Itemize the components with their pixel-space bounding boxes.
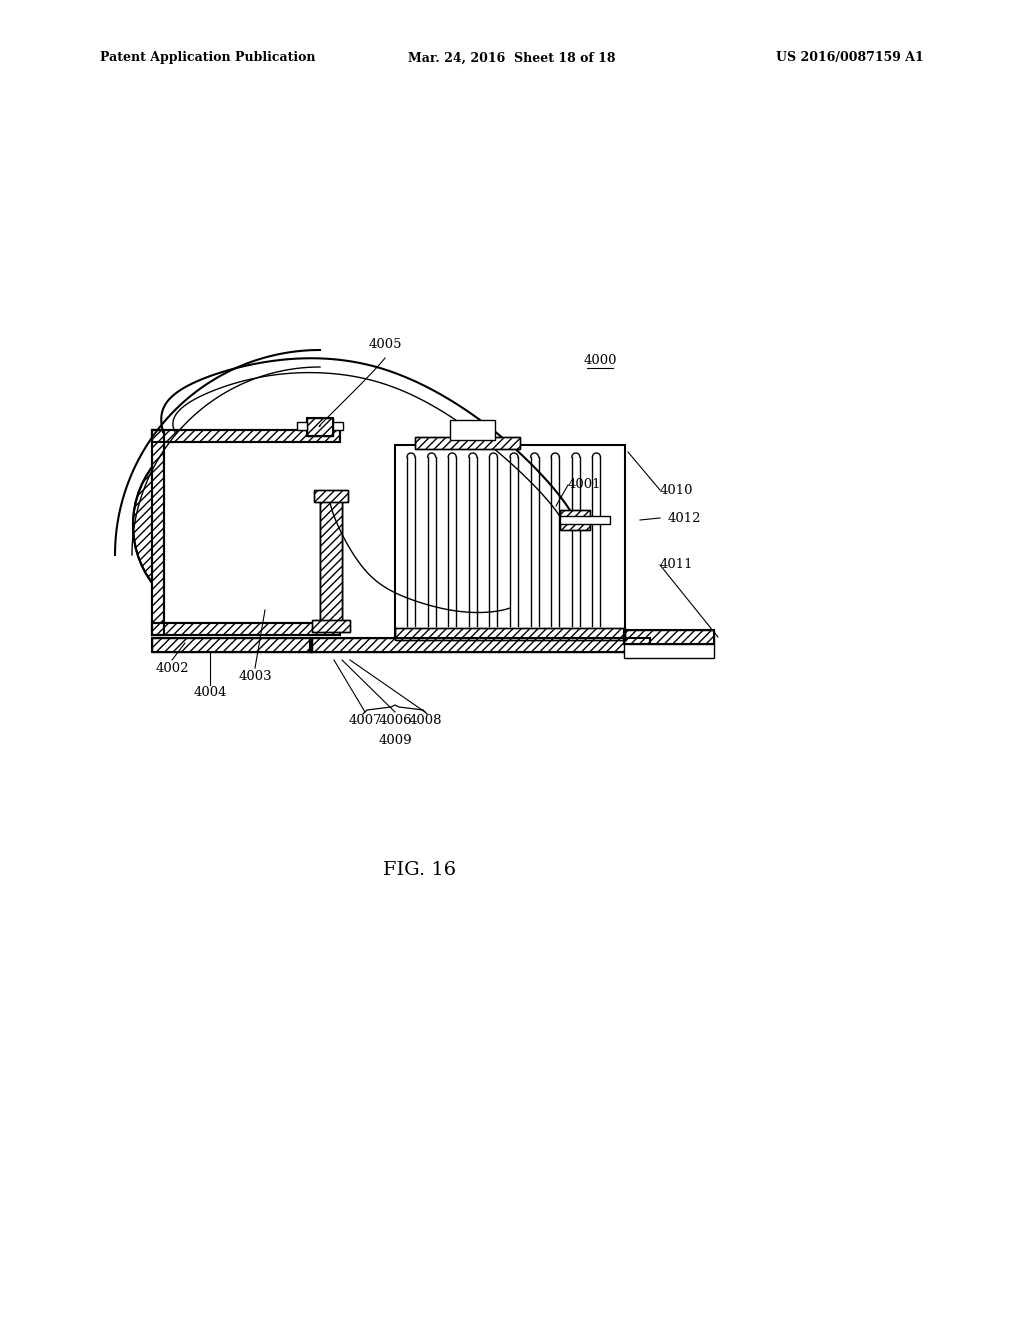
Bar xyxy=(152,430,340,442)
Bar xyxy=(314,490,348,502)
Bar xyxy=(395,628,625,640)
Text: 4010: 4010 xyxy=(660,483,693,496)
Text: 4004: 4004 xyxy=(194,685,226,698)
Text: 4005: 4005 xyxy=(369,338,401,351)
Text: 4003: 4003 xyxy=(239,669,271,682)
Text: 4006: 4006 xyxy=(378,714,412,726)
Bar xyxy=(560,510,590,531)
Bar xyxy=(319,500,342,630)
Bar xyxy=(164,442,340,623)
Bar xyxy=(310,638,650,652)
Bar xyxy=(624,630,714,644)
Text: 4008: 4008 xyxy=(409,714,441,726)
Bar xyxy=(415,437,520,449)
Text: 4011: 4011 xyxy=(660,558,693,572)
Bar xyxy=(333,422,343,430)
Text: 4000: 4000 xyxy=(584,354,616,367)
Text: 4009: 4009 xyxy=(378,734,412,747)
Bar xyxy=(152,623,340,635)
Bar xyxy=(312,620,350,632)
Bar xyxy=(152,638,312,652)
Bar xyxy=(307,418,333,436)
Bar xyxy=(152,430,164,635)
Bar xyxy=(319,500,342,630)
Text: 4001: 4001 xyxy=(568,479,601,491)
Text: 4012: 4012 xyxy=(668,511,701,524)
Text: Patent Application Publication: Patent Application Publication xyxy=(100,51,315,65)
Text: 4007: 4007 xyxy=(348,714,382,726)
Bar xyxy=(297,422,307,430)
Bar xyxy=(560,516,610,524)
Bar xyxy=(415,437,520,449)
Bar xyxy=(152,623,340,635)
Bar xyxy=(395,445,625,640)
Bar xyxy=(395,628,625,640)
Text: 4002: 4002 xyxy=(156,661,188,675)
Bar xyxy=(312,620,350,632)
Bar xyxy=(310,638,650,652)
Bar xyxy=(624,644,714,657)
Ellipse shape xyxy=(133,430,317,620)
Text: FIG. 16: FIG. 16 xyxy=(383,861,457,879)
Text: US 2016/0087159 A1: US 2016/0087159 A1 xyxy=(776,51,924,65)
Bar xyxy=(152,430,340,442)
Bar xyxy=(624,630,714,644)
Bar xyxy=(314,490,348,502)
Bar xyxy=(152,638,312,652)
Text: Mar. 24, 2016  Sheet 18 of 18: Mar. 24, 2016 Sheet 18 of 18 xyxy=(409,51,615,65)
Bar xyxy=(152,430,164,635)
Bar xyxy=(450,420,495,440)
Bar xyxy=(319,500,342,630)
Bar xyxy=(307,418,333,436)
Bar xyxy=(560,510,590,531)
